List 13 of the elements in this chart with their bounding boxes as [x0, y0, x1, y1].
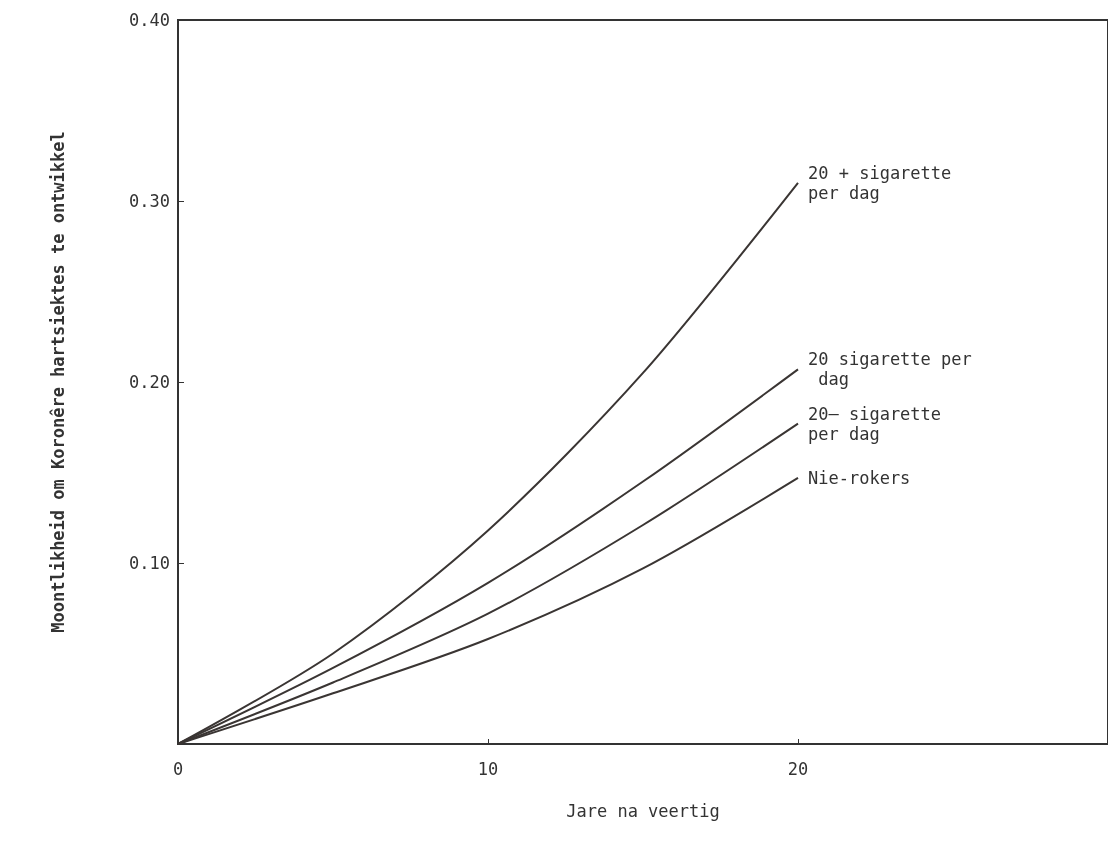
x-tick-label: 20 [787, 758, 809, 779]
series-label: 20 sigarette per dag [808, 349, 972, 390]
y-axis-title: Moontlikheid om Koronêre hartsiektes te ontwikkel [48, 131, 68, 633]
x-tick-label: 0 [172, 758, 184, 779]
series-label: 20 + sigarette per dag [808, 162, 962, 203]
series-label: 20– sigarette per dag [808, 403, 952, 444]
x-tick-label: 10 [477, 758, 499, 779]
series-label: Nie-rokers [808, 467, 911, 488]
y-tick-label: 0.30 [129, 191, 170, 211]
y-tick-label: 0.10 [129, 553, 170, 573]
y-tick-label: 0.20 [129, 372, 170, 392]
y-tick-label: 0.40 [129, 10, 170, 30]
x-axis-title: Jare na veertig [566, 800, 720, 821]
